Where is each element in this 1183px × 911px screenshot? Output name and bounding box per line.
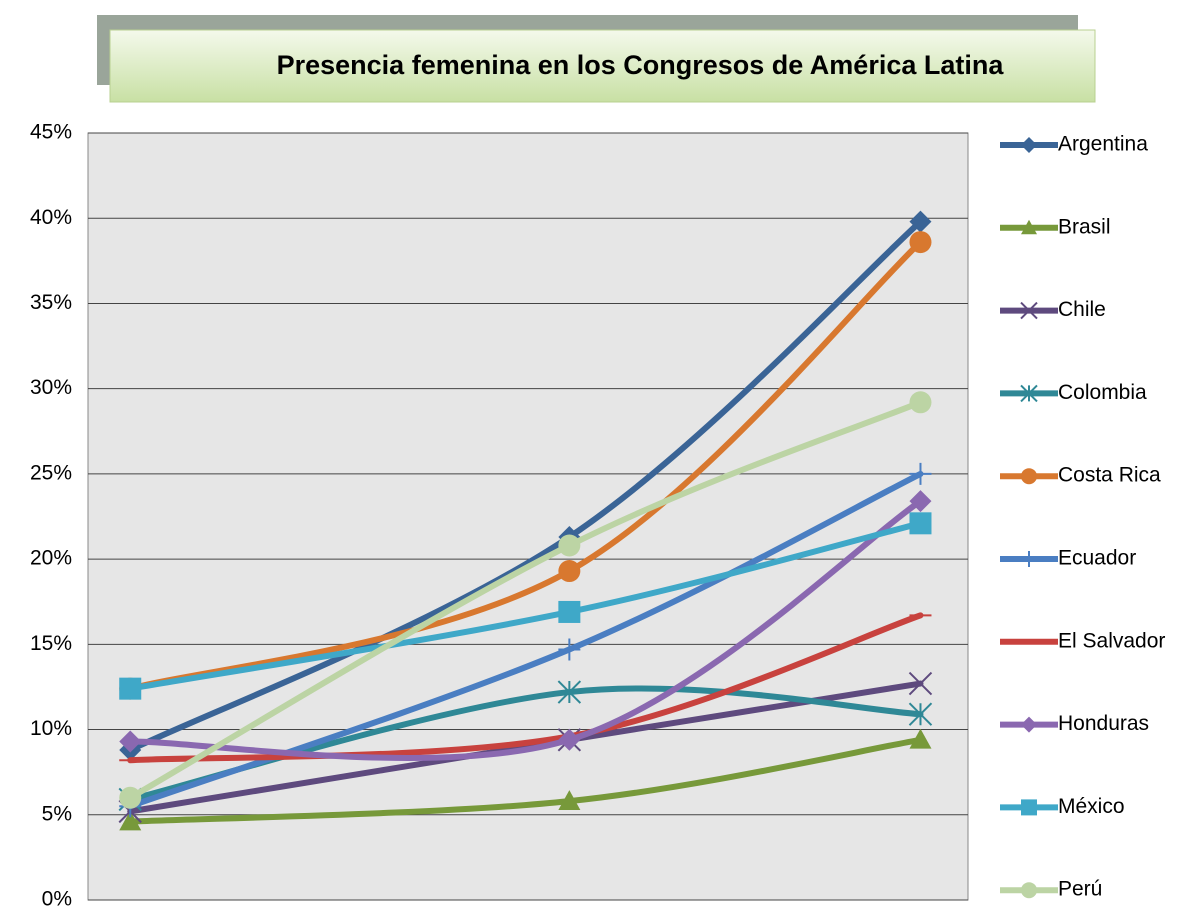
- marker: [909, 490, 932, 513]
- y-tick-label: 25%: [30, 461, 72, 484]
- y-tick-label: 10%: [30, 717, 72, 740]
- marker: [119, 810, 142, 831]
- chart-title: Presencia femenina en los Congresos de A…: [277, 50, 1005, 80]
- marker: [558, 534, 581, 557]
- y-tick-label: 30%: [30, 376, 72, 399]
- marker: [1021, 219, 1037, 235]
- marker: [558, 600, 581, 623]
- legend-label: Costa Rica: [1058, 464, 1161, 487]
- y-tick-label: 20%: [30, 547, 72, 570]
- marker: [1020, 384, 1038, 403]
- y-tick-label: 40%: [30, 206, 72, 229]
- legend-label: Argentina: [1058, 133, 1148, 156]
- marker: [908, 702, 933, 726]
- marker: [1020, 301, 1038, 320]
- marker: [558, 638, 581, 661]
- marker: [1021, 468, 1037, 485]
- title-box: [109, 29, 1096, 103]
- y-tick-label: 0%: [42, 888, 72, 911]
- marker: [558, 790, 581, 810]
- legend-label: Brasil: [1058, 215, 1111, 238]
- marker: [119, 677, 142, 700]
- marker: [909, 210, 932, 233]
- y-tick-label: 5%: [42, 802, 72, 825]
- y-tick-label: 45%: [30, 121, 72, 144]
- legend-label: Colombia: [1058, 381, 1147, 404]
- y-tick-label: 35%: [30, 291, 72, 314]
- legend-label: Chile: [1058, 298, 1106, 321]
- marker: [909, 728, 932, 749]
- marker: [1021, 882, 1037, 899]
- legend-label: El Salvador: [1058, 629, 1165, 652]
- legend-label: México: [1058, 795, 1125, 818]
- marker: [557, 680, 582, 704]
- marker: [908, 671, 933, 696]
- marker: [909, 231, 932, 254]
- y-tick-label: 15%: [30, 632, 72, 655]
- marker: [558, 560, 581, 583]
- marker: [909, 462, 932, 485]
- marker: [909, 512, 932, 535]
- marker: [119, 786, 142, 809]
- marker: [558, 728, 581, 751]
- marker: [1021, 551, 1037, 567]
- marker: [1021, 716, 1037, 733]
- legend-label: Honduras: [1058, 712, 1149, 735]
- marker: [119, 730, 142, 753]
- legend-label: Ecuador: [1058, 547, 1136, 570]
- marker: [1021, 137, 1037, 153]
- marker: [1021, 799, 1037, 816]
- marker: [909, 391, 932, 414]
- legend-label: Perú: [1058, 878, 1102, 901]
